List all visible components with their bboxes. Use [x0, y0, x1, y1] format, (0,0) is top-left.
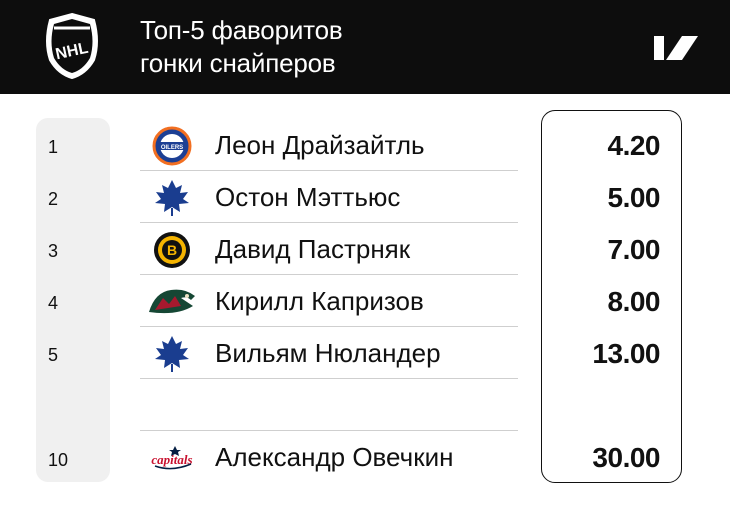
rank-1: 1	[48, 137, 59, 157]
svg-text:B: B	[167, 242, 177, 258]
toronto-maple-leafs-logo-icon	[155, 336, 189, 372]
toronto-maple-leafs-logo-icon	[155, 180, 189, 216]
odds-value: 7.00	[607, 234, 661, 265]
edmonton-oilers-logo-icon: OILERS	[152, 126, 192, 166]
minnesota-wild-logo-icon	[149, 289, 195, 314]
rank-5: 5	[48, 345, 59, 365]
odds-value: 30.00	[592, 442, 660, 473]
odds-value: 13.00	[592, 338, 660, 369]
title-line-1: Топ-5 фаворитов	[140, 15, 343, 45]
player-name: Кирилл Капризов	[215, 286, 424, 316]
title-line-2: гонки снайперов	[140, 48, 336, 78]
rank-10: 10	[48, 450, 69, 470]
rank-column	[36, 118, 110, 482]
player-name: Леон Драйзайтль	[215, 130, 425, 160]
washington-capitals-logo-icon: capitals	[151, 446, 193, 470]
rank-4: 4	[48, 293, 59, 313]
player-name: Вильям Нюландер	[215, 338, 441, 368]
svg-text:capitals: capitals	[151, 452, 192, 467]
rank-3: 3	[48, 241, 59, 261]
row-divider	[140, 222, 518, 223]
odds-value: 4.20	[607, 130, 661, 161]
odds-column	[541, 110, 682, 483]
header-banner: NHL Топ-5 фаворитов гонки снайперов	[0, 0, 730, 94]
row-divider	[140, 170, 518, 171]
row-divider	[140, 326, 518, 327]
svg-text:NHL: NHL	[54, 40, 90, 64]
row-divider	[140, 430, 518, 431]
row-divider	[140, 274, 518, 275]
page-title: Топ-5 фаворитов гонки снайперов	[140, 14, 343, 80]
rank-2: 2	[48, 189, 59, 209]
odds-value: 8.00	[607, 286, 661, 317]
nhl-logo-icon: NHL	[46, 12, 98, 80]
player-name: Александр Овечкин	[215, 442, 454, 472]
row-divider	[140, 378, 518, 379]
player-name: Остон Мэттьюс	[215, 182, 401, 212]
player-name: Давид Пастрняк	[215, 234, 411, 264]
brand-logo-icon	[654, 36, 698, 60]
boston-bruins-logo-icon: B	[154, 232, 190, 268]
odds-value: 5.00	[607, 182, 661, 213]
svg-text:OILERS: OILERS	[161, 145, 183, 151]
